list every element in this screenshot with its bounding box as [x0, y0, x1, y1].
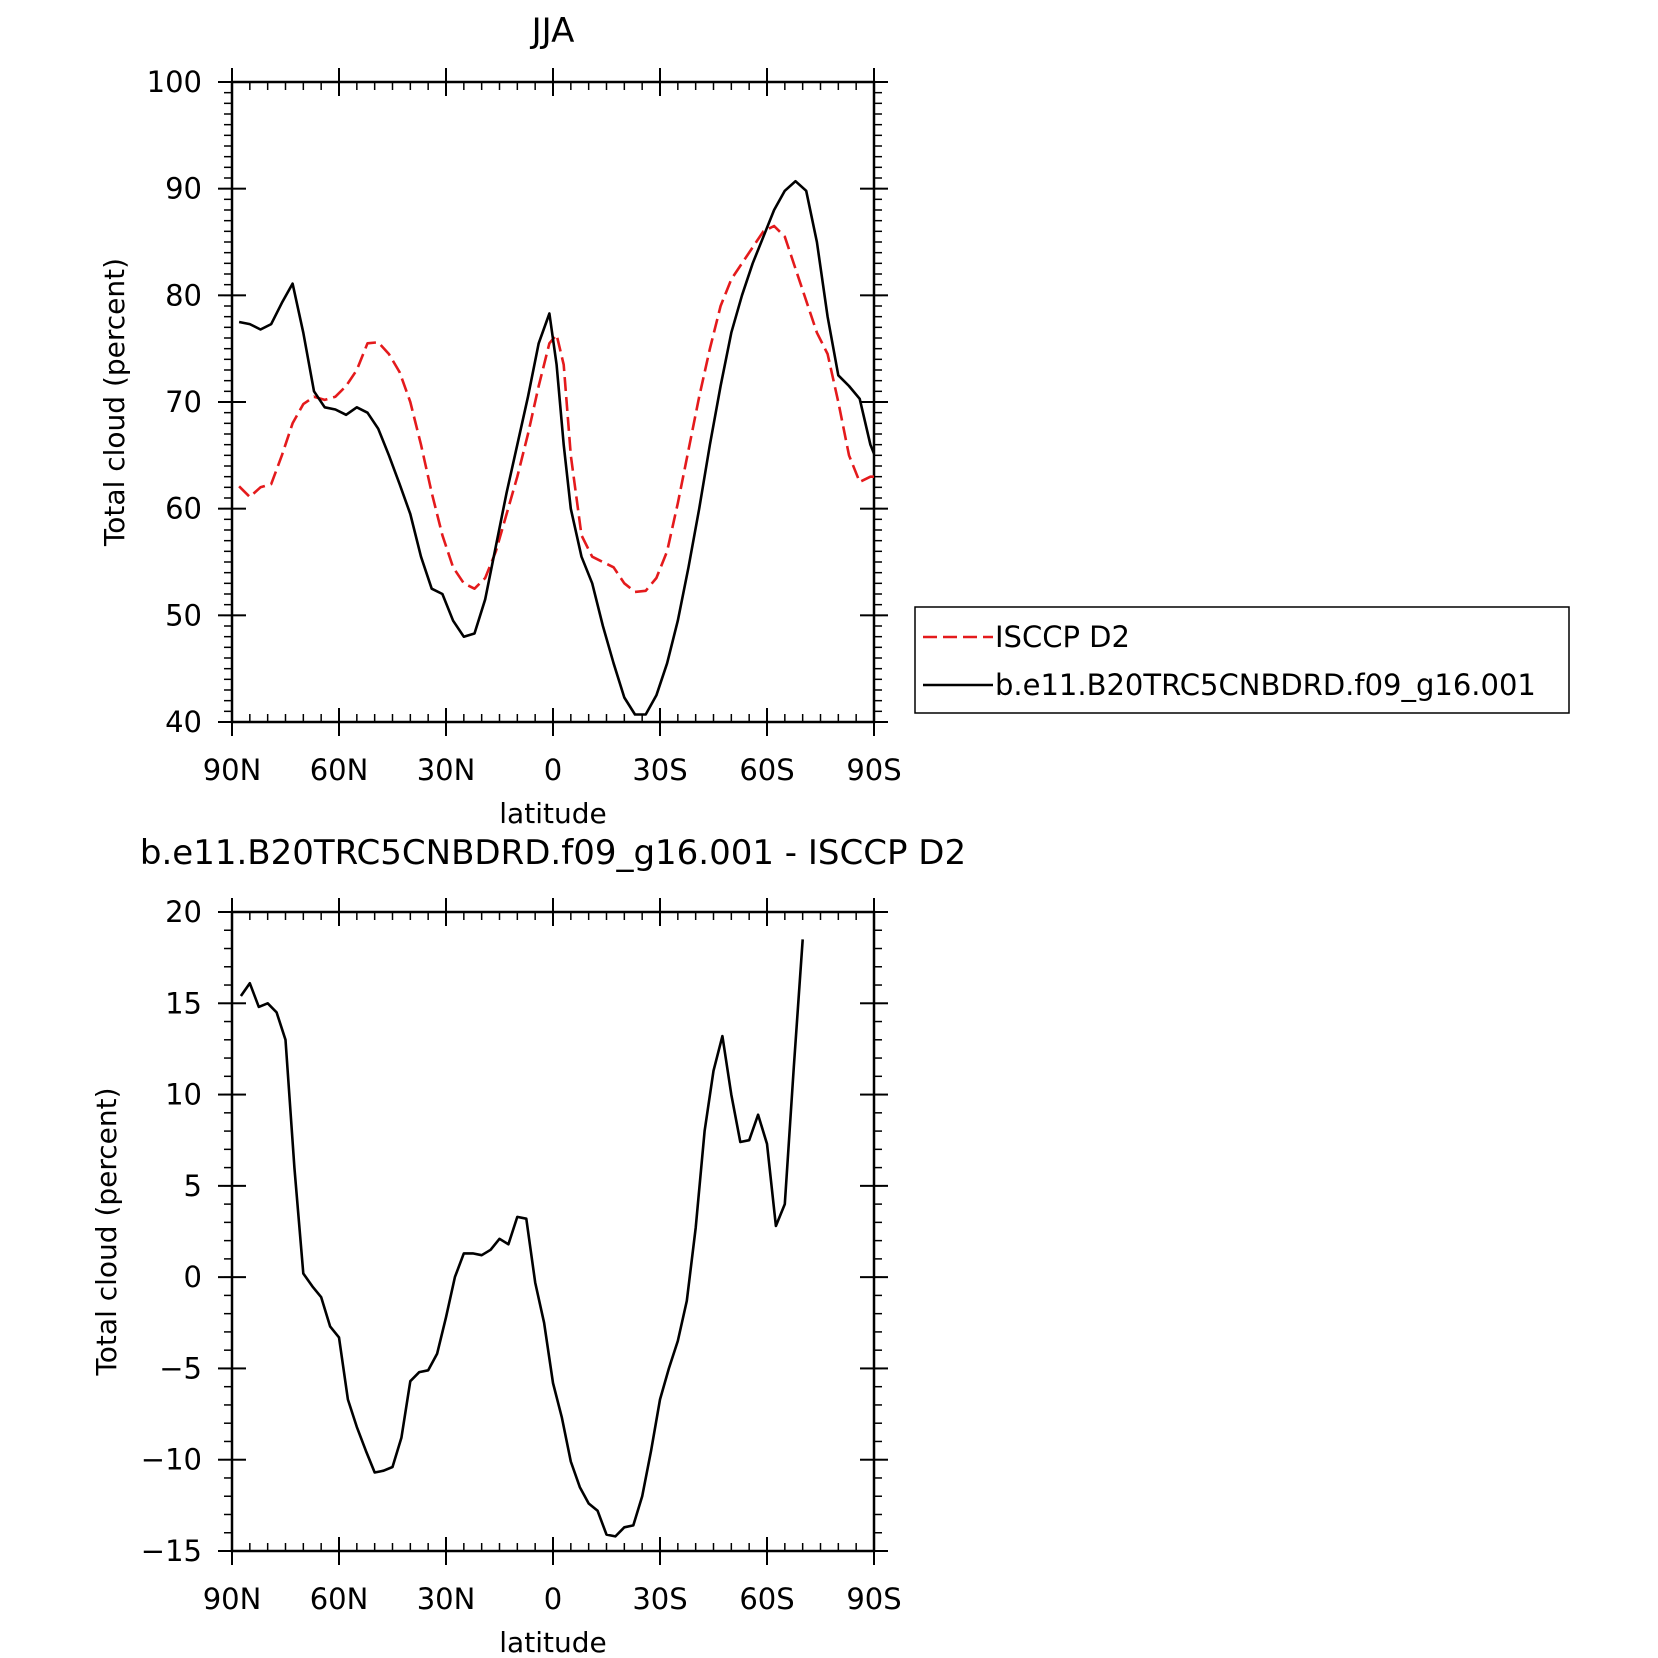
y-tick-label: 50 — [165, 598, 202, 632]
y-tick-label: 0 — [184, 1260, 202, 1294]
y-tick-label: 20 — [165, 895, 202, 929]
x-tick-label: 60N — [310, 753, 369, 787]
x-tick-label: 90N — [203, 1582, 262, 1616]
y-tick-label: 80 — [165, 278, 202, 312]
series-line-1 — [238, 179, 874, 716]
legend: ISCCP D2 b.e11.B20TRC5CNBDRD.f09_g16.001 — [914, 606, 1570, 714]
x-tick-label: 30S — [632, 753, 687, 787]
y-tick-label: −10 — [141, 1443, 202, 1477]
y-tick-label: 5 — [184, 1169, 202, 1203]
plot-frame — [230, 80, 876, 724]
y-tick-label: 100 — [147, 65, 202, 99]
plot-frame — [230, 910, 876, 1553]
y-tick-label: −15 — [141, 1534, 202, 1568]
x-tick-label: 90N — [203, 753, 262, 787]
y-axis-label: Total cloud (percent) — [98, 258, 131, 547]
y-tick-label: −5 — [159, 1351, 202, 1385]
y-tick-label: 15 — [165, 986, 202, 1020]
series-line-0 — [238, 224, 874, 594]
x-tick-label: 30N — [417, 753, 476, 787]
x-tick-label: 90S — [846, 1582, 901, 1616]
x-tick-label: 60S — [739, 1582, 794, 1616]
x-tick-label: 30N — [417, 1582, 476, 1616]
x-tick-label: 90S — [846, 753, 901, 787]
x-tick-label: 30S — [632, 1582, 687, 1616]
x-axis-label: latitude — [499, 797, 606, 830]
legend-label-1: b.e11.B20TRC5CNBDRD.f09_g16.001 — [995, 668, 1536, 702]
y-axis-label: Total cloud (percent) — [90, 1087, 123, 1376]
chart-title: b.e11.B20TRC5CNBDRD.f09_g16.001 - ISCCP … — [140, 833, 966, 873]
y-tick-label: 70 — [165, 385, 202, 419]
bottom-panel-difference: b.e11.B20TRC5CNBDRD.f09_g16.001 - ISCCP … — [90, 833, 966, 1658]
x-tick-label: 60S — [739, 753, 794, 787]
y-tick-label: 40 — [165, 705, 202, 739]
x-tick-label: 60N — [310, 1582, 369, 1616]
x-tick-label: 0 — [544, 753, 562, 787]
legend-box — [914, 606, 1570, 714]
top-panel-jja: JJA 90N 60N 30N 0 30S 60S 90S 40 50 60 70 80 90 100 lat… — [98, 11, 1570, 830]
legend-label-0: ISCCP D2 — [995, 620, 1130, 654]
chart-title: JJA — [530, 11, 575, 51]
series-line-0 — [239, 939, 804, 1538]
y-tick-label: 90 — [165, 172, 202, 206]
x-axis-label: latitude — [499, 1626, 606, 1658]
y-tick-label: 10 — [165, 1078, 202, 1112]
y-tick-label: 60 — [165, 492, 202, 526]
x-tick-label: 0 — [544, 1582, 562, 1616]
